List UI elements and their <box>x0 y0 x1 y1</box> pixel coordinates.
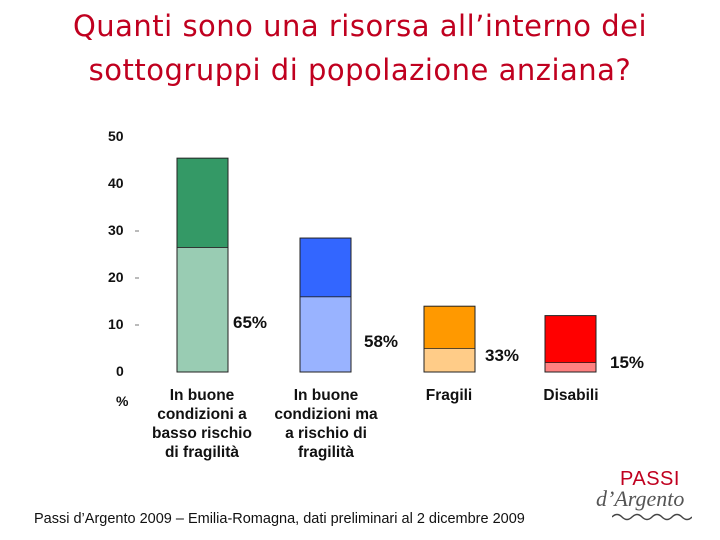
x-category-label-line: condizioni ma <box>274 406 378 423</box>
x-category-label-line: fragilità <box>298 444 354 461</box>
x-category-label-line: Disabili <box>543 387 599 404</box>
y-tick-label: 30 <box>108 222 124 238</box>
bar-segment-total <box>424 306 475 349</box>
bar-segment-resource <box>300 296 351 372</box>
bar-segment-resource <box>545 362 596 372</box>
x-category-label-line: basso rischio <box>152 425 252 442</box>
x-category-label: Disabili <box>506 386 636 405</box>
x-category-label: In buone condizioni ma a rischio di fragili… <box>261 386 391 462</box>
logo-passi-text: PASSI <box>620 468 680 490</box>
y-tick-label: 10 <box>108 316 124 332</box>
share-data-label: 58% <box>364 332 399 351</box>
x-category-label-line: condizioni a <box>157 406 247 423</box>
bar-outline <box>299 237 352 373</box>
x-category-label-line: di fragilità <box>164 444 240 461</box>
y-tick-label: 40 <box>108 175 124 191</box>
logo-squiggle-icon <box>612 513 692 521</box>
bar-outline <box>423 305 476 373</box>
share-data-label: 15% <box>610 353 645 372</box>
share-data-label: 65% <box>233 313 268 332</box>
title-line-2: sottogruppi di popolazione anziana? <box>88 53 632 87</box>
passi-argento-logo: PASSI d’Argento <box>590 468 702 526</box>
x-category-label-line: Fragili <box>425 387 473 404</box>
y-tick-label: 0 <box>116 363 124 379</box>
x-category-label: In buone condizioni a basso rischio di frag… <box>137 386 267 462</box>
x-category-label-line: In buone <box>169 387 235 404</box>
y-tick-label: 50 <box>108 128 124 144</box>
share-data-label: 33% <box>485 346 520 365</box>
y-unit-label: % <box>116 393 129 409</box>
bar-segment-total <box>300 238 351 297</box>
y-tick-label: 20 <box>108 269 124 285</box>
x-category-label-line: a rischio di <box>285 425 367 442</box>
bar-segment-resource <box>424 348 475 372</box>
logo-argento-text: d’Argento <box>596 486 685 511</box>
bar-outline <box>176 157 229 373</box>
chart-title: Quanti sono una risorsa all’interno dei … <box>0 4 720 92</box>
bar-segment-resource <box>177 247 228 372</box>
footer-source: Passi d’Argento 2009 – Emilia-Romagna, d… <box>34 511 525 527</box>
bar-segment-total <box>545 315 596 363</box>
title-line-1: Quanti sono una risorsa all’interno dei <box>72 9 648 43</box>
bar-segment-total <box>177 158 228 248</box>
x-category-label: Fragili <box>384 386 514 405</box>
bar-outline <box>544 315 597 373</box>
x-category-label-line: In buone <box>293 387 359 404</box>
